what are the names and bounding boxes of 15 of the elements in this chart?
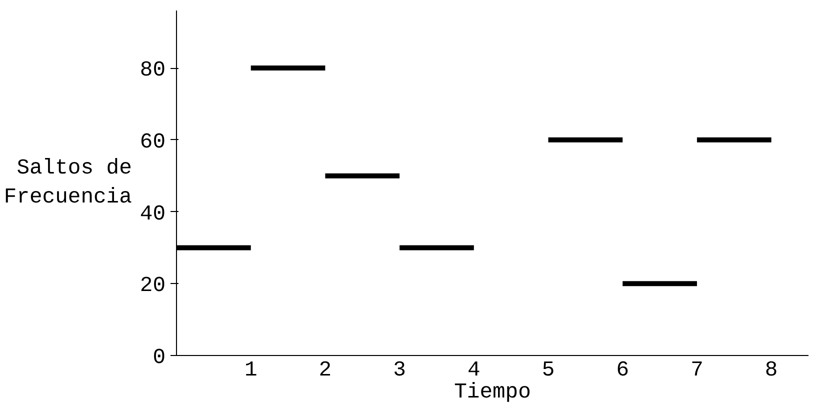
- x-tick-label: 7: [690, 358, 704, 382]
- x-tick-label: 1: [244, 358, 258, 382]
- y-tick-label: 60: [140, 130, 166, 154]
- y-tick-label: 80: [140, 58, 166, 82]
- y-tick-label: 40: [140, 202, 166, 226]
- x-tick-label: 4: [468, 358, 480, 382]
- x-tick-label: 3: [393, 358, 406, 382]
- y-tick-label: 0: [152, 346, 166, 370]
- x-tick-label: 2: [318, 358, 332, 382]
- x-tick-label: 8: [764, 358, 778, 382]
- x-axis-title: Tiempo: [454, 380, 531, 404]
- y-axis-title: Saltos de Frecuencia: [4, 156, 132, 210]
- x-tick-label: 5: [542, 358, 555, 382]
- x-tick-label: 6: [616, 358, 630, 382]
- y-tick-label: 20: [140, 274, 166, 298]
